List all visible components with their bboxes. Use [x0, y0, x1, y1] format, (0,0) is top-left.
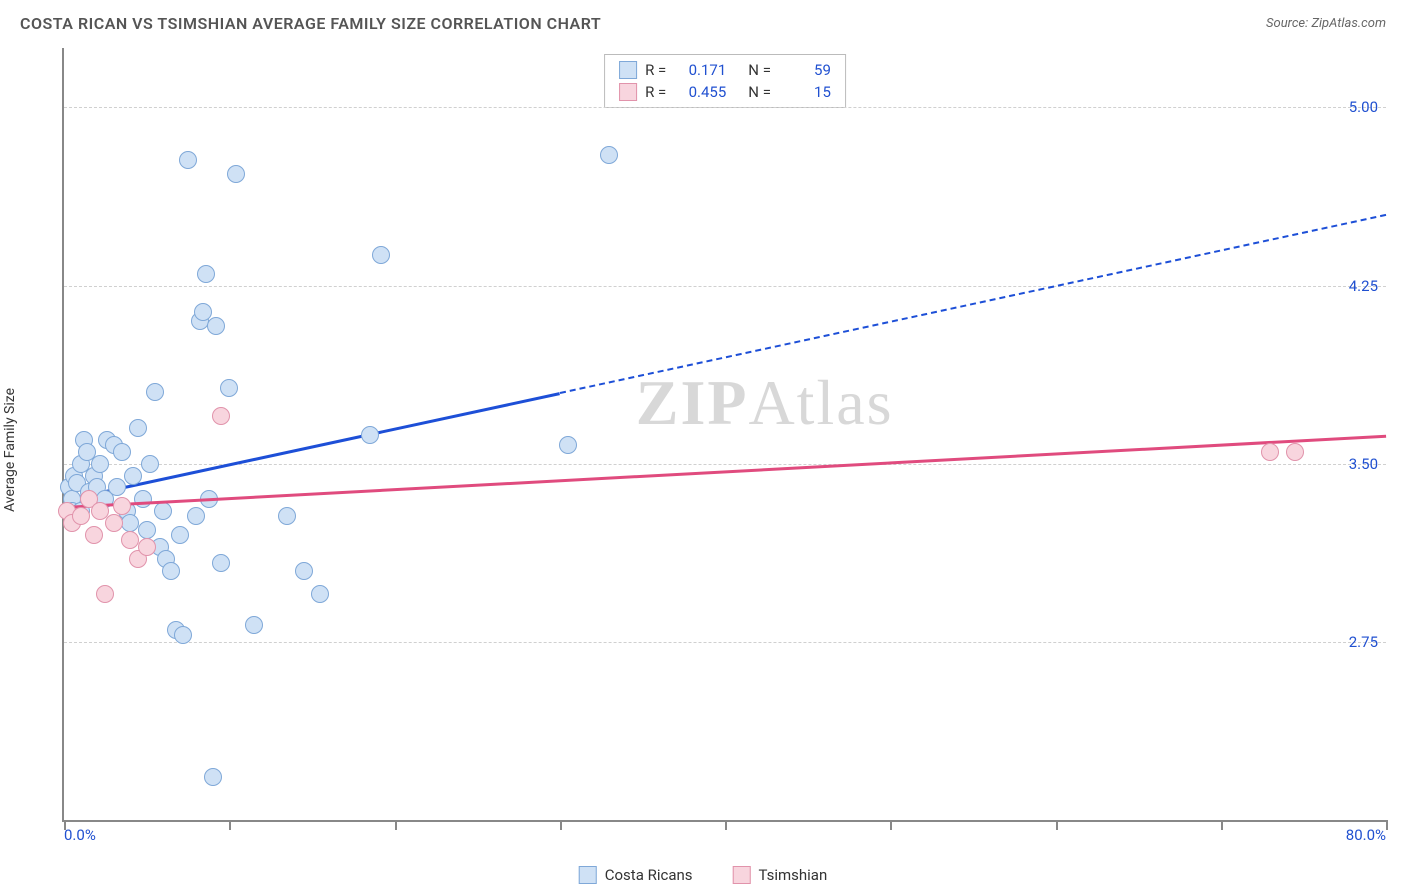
scatter-point — [138, 538, 156, 556]
y-tick-label: 2.75 — [1349, 633, 1378, 651]
legend-swatch — [619, 61, 637, 79]
scatter-point — [134, 490, 152, 508]
x-tick — [1221, 820, 1223, 830]
scatter-point — [121, 514, 139, 532]
scatter-point — [162, 562, 180, 580]
scatter-point — [372, 246, 390, 264]
scatter-point — [212, 554, 230, 572]
scatter-point — [96, 585, 114, 603]
x-tick — [1386, 820, 1388, 830]
watermark: ZIPAtlas — [636, 366, 894, 440]
chart-title: COSTA RICAN VS TSIMSHIAN AVERAGE FAMILY … — [20, 14, 601, 33]
legend-label: Costa Ricans — [605, 866, 693, 884]
scatter-point — [278, 507, 296, 525]
x-tick — [229, 820, 231, 830]
scatter-point — [212, 407, 230, 425]
stats-n-value: 15 — [779, 83, 831, 101]
trend-line — [64, 435, 1386, 509]
x-axis-max-label: 80.0% — [1346, 826, 1386, 844]
scatter-point — [129, 419, 147, 437]
scatter-point — [194, 303, 212, 321]
legend-swatch — [619, 83, 637, 101]
x-tick — [890, 820, 892, 830]
scatter-point — [121, 531, 139, 549]
scatter-point — [138, 521, 156, 539]
scatter-point — [187, 507, 205, 525]
y-tick-label: 5.00 — [1349, 98, 1378, 116]
scatter-point — [220, 379, 238, 397]
stats-n-value: 59 — [779, 61, 831, 79]
x-tick — [64, 820, 66, 830]
scatter-point — [124, 467, 142, 485]
scatter-point — [113, 497, 131, 515]
legend-label: Tsimshian — [759, 866, 828, 884]
x-tick — [395, 820, 397, 830]
scatter-point — [600, 146, 618, 164]
scatter-point — [154, 502, 172, 520]
stats-n-label: N = — [748, 61, 771, 79]
scatter-point — [113, 443, 131, 461]
scatter-point — [207, 317, 225, 335]
scatter-point — [227, 165, 245, 183]
legend-swatch — [579, 866, 597, 884]
scatter-point — [1286, 443, 1304, 461]
stats-legend: R = 0.171 N = 59 R = 0.455 N = 15 — [604, 54, 846, 108]
gridline-h — [64, 107, 1386, 108]
gridline-h — [64, 642, 1386, 643]
scatter-point — [108, 478, 126, 496]
x-tick — [725, 820, 727, 830]
bottom-legend-item: Costa Ricans — [579, 866, 693, 884]
scatter-point — [85, 526, 103, 544]
scatter-point — [146, 383, 164, 401]
scatter-point — [204, 768, 222, 786]
gridline-h — [64, 286, 1386, 287]
scatter-point — [559, 436, 577, 454]
bottom-legend: Costa Ricans Tsimshian — [579, 866, 828, 884]
scatter-point — [1261, 443, 1279, 461]
trend-line — [560, 214, 1387, 394]
scatter-point — [171, 526, 189, 544]
scatter-point — [141, 455, 159, 473]
stats-legend-row: R = 0.171 N = 59 — [619, 59, 831, 81]
scatter-point — [311, 585, 329, 603]
stats-r-value: 0.455 — [674, 83, 726, 101]
gridline-h — [64, 464, 1386, 465]
scatter-point — [197, 265, 215, 283]
scatter-point — [361, 426, 379, 444]
scatter-point — [91, 455, 109, 473]
scatter-point — [174, 626, 192, 644]
scatter-point — [245, 616, 263, 634]
stats-r-label: R = — [645, 83, 666, 101]
scatter-point — [105, 514, 123, 532]
y-axis-label: Average Family Size — [2, 388, 18, 512]
y-tick-label: 3.50 — [1349, 455, 1378, 473]
scatter-point — [295, 562, 313, 580]
source-attribution: Source: ZipAtlas.com — [1266, 16, 1386, 31]
x-axis-min-label: 0.0% — [64, 826, 96, 844]
legend-swatch — [733, 866, 751, 884]
chart-container: Average Family Size ZIPAtlas R =0.171N =… — [20, 48, 1386, 852]
stats-legend-row: R = 0.455 N = 15 — [619, 81, 831, 103]
plot-area: ZIPAtlas R =0.171N =59R =0.455N =15 0.0%… — [62, 48, 1386, 822]
stats-n-label: N = — [748, 83, 771, 101]
x-tick — [560, 820, 562, 830]
scatter-point — [179, 151, 197, 169]
x-tick — [1056, 820, 1058, 830]
stats-r-value: 0.171 — [674, 61, 726, 79]
bottom-legend-item: Tsimshian — [733, 866, 828, 884]
stats-r-label: R = — [645, 61, 666, 79]
scatter-point — [72, 507, 90, 525]
y-tick-label: 4.25 — [1349, 277, 1378, 295]
